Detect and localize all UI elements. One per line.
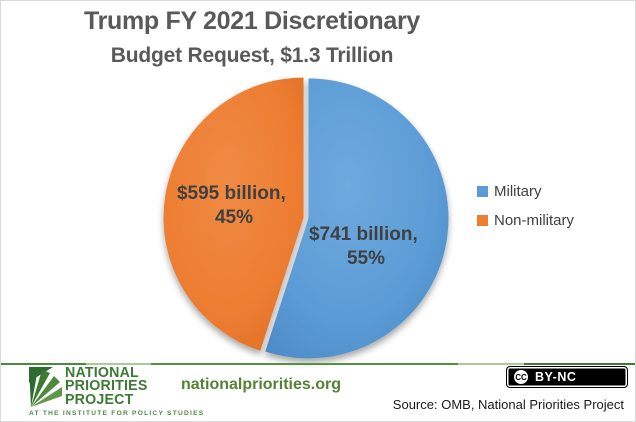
pie-slice-military <box>265 78 449 359</box>
chart-subtitle: Budget Request, $1.3 Trillion <box>110 44 394 67</box>
footer-divider <box>1 363 635 365</box>
pie-label-military: $741 billion, 55% <box>309 224 423 269</box>
pie-slice-non-military <box>163 77 304 351</box>
logo-tagline: AT THE INSTITUTE FOR POLICY STUDIES <box>29 410 205 417</box>
national-priorities-project-logo: NATIONAL PRIORITIES PROJECT AT THE INSTI… <box>29 365 209 417</box>
non-military-swatch-icon <box>477 215 488 226</box>
cc-icon: CC <box>514 370 528 384</box>
logo-line3: PROJECT <box>65 391 134 408</box>
chart-title-block: Trump FY 2021 Discretionary Budget Reque… <box>1 7 503 68</box>
legend-item-military: Military <box>477 183 574 200</box>
cc-license-badge[interactable]: CC BY-NC <box>506 366 628 388</box>
source-attribution: Source: OMB, National Priorities Project <box>392 397 624 412</box>
legend-label: Military <box>494 183 542 200</box>
pie-label-non-military: $595 billion, 45% <box>177 183 291 228</box>
npp-rays-icon <box>29 367 62 408</box>
cc-license-label: BY-NC <box>535 370 577 384</box>
military-swatch-icon <box>477 186 488 197</box>
logo-line1: NATIONAL <box>65 365 139 381</box>
logo-line2: PRIORITIES <box>65 378 148 395</box>
pie-chart: $595 billion, 45% $741 billion, 55% <box>163 77 449 359</box>
legend-item-non-military: Non-military <box>477 212 574 229</box>
chart-title: Trump FY 2021 Discretionary <box>83 7 421 35</box>
legend-label: Non-military <box>494 212 575 229</box>
chart-legend: Military Non-military <box>477 183 574 241</box>
website-link[interactable]: nationalpriorities.org <box>181 376 342 393</box>
